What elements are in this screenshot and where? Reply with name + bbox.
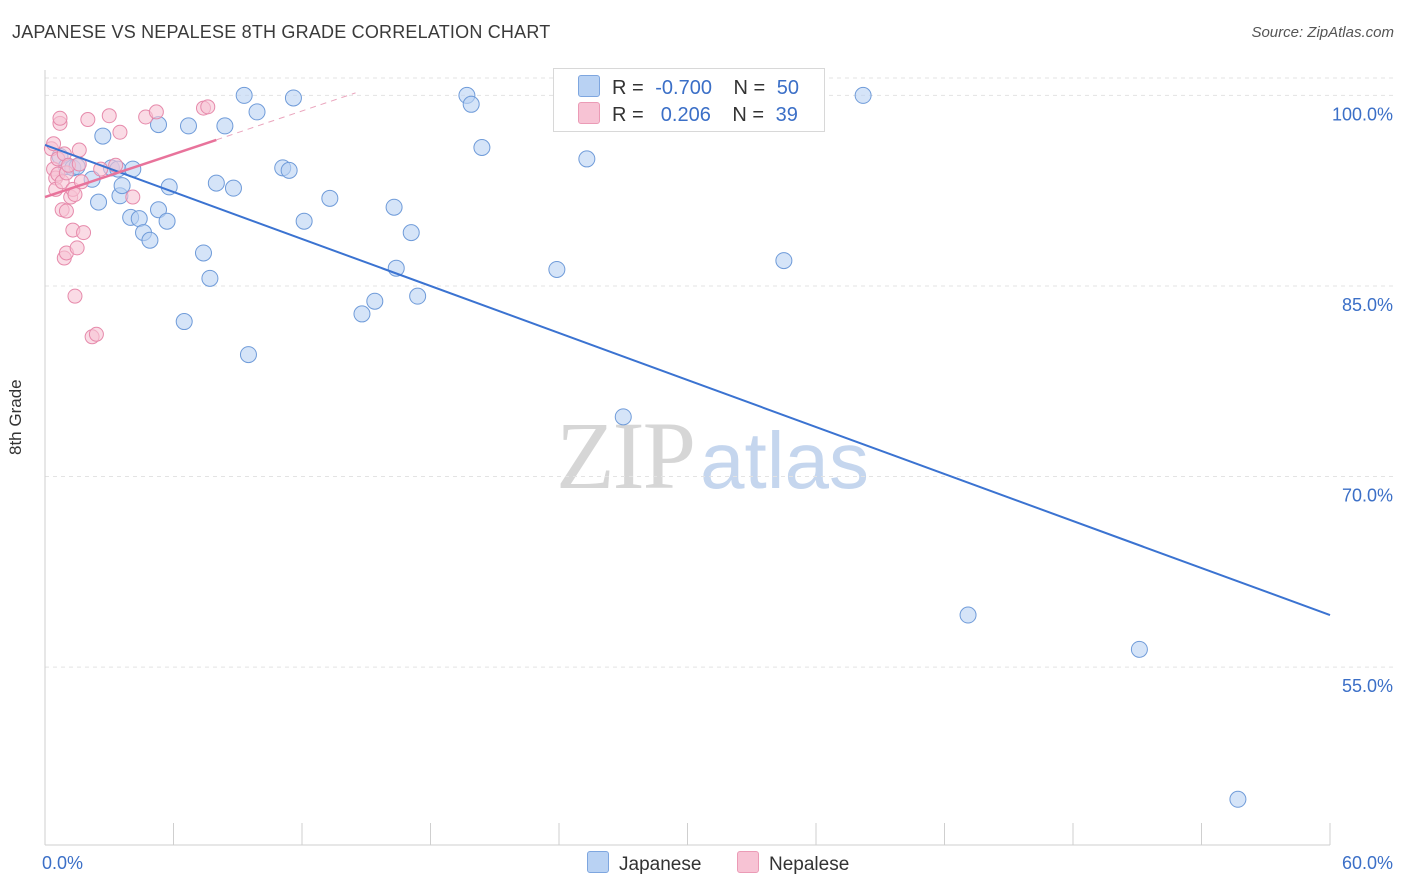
japanese-point bbox=[578, 150, 596, 168]
japanese-point bbox=[775, 252, 793, 270]
japanese-point bbox=[194, 244, 212, 262]
chart-source: Source: ZipAtlas.com bbox=[1251, 24, 1394, 41]
japanese-point bbox=[207, 174, 225, 192]
japanese-point bbox=[366, 292, 384, 310]
bottom-legend-nepalese: Nepalese bbox=[737, 851, 849, 876]
nepalese-point bbox=[58, 203, 74, 219]
legend-n-value: 50 bbox=[776, 77, 800, 99]
legend-r-value: -0.700 bbox=[655, 77, 712, 99]
japanese-point bbox=[235, 86, 253, 104]
nepalese-point bbox=[69, 240, 85, 256]
japanese-point bbox=[385, 198, 403, 216]
legend-swatch-nepalese bbox=[578, 102, 600, 124]
bottom-legend-swatch-nepalese bbox=[737, 851, 759, 873]
japanese-point bbox=[473, 139, 491, 156]
y-tick-label: 70.0% bbox=[1342, 486, 1393, 506]
nepalese-trend-extension bbox=[216, 92, 356, 141]
legend-n-label: N = bbox=[733, 77, 766, 99]
japanese-point bbox=[141, 231, 159, 249]
legend-r-value: 0.206 bbox=[655, 104, 711, 126]
japanese-point bbox=[1229, 790, 1247, 808]
nepalese-point bbox=[88, 326, 104, 342]
japanese-point bbox=[158, 212, 176, 230]
legend-n-label: N = bbox=[732, 104, 765, 126]
japanese-trend-line bbox=[44, 144, 1331, 616]
japanese-point bbox=[224, 179, 242, 197]
japanese-point bbox=[1130, 640, 1148, 658]
watermark-atlas: atlas bbox=[700, 416, 869, 505]
legend-row-japanese: R = -0.700 N = 50 bbox=[578, 75, 799, 101]
japanese-point bbox=[614, 408, 632, 426]
japanese-point bbox=[402, 224, 420, 242]
japanese-point bbox=[353, 305, 371, 323]
correlation-legend: R = -0.700 N = 50 R = 0.206 N = 39 bbox=[553, 68, 825, 132]
japanese-point bbox=[175, 313, 193, 331]
bottom-legend-swatch-japanese bbox=[587, 851, 609, 873]
japanese-point bbox=[179, 117, 197, 135]
japanese-point bbox=[959, 606, 977, 624]
japanese-point bbox=[409, 287, 427, 305]
nepalese-point bbox=[80, 112, 96, 128]
japanese-point bbox=[284, 89, 302, 107]
japanese-point bbox=[239, 346, 257, 364]
japanese-point bbox=[113, 177, 131, 195]
nepalese-trend-line bbox=[44, 138, 217, 199]
y-tick-label: 55.0% bbox=[1342, 676, 1393, 696]
japanese-point bbox=[462, 95, 480, 113]
nepalese-point bbox=[67, 288, 83, 304]
japanese-point bbox=[94, 127, 112, 145]
japanese-point bbox=[295, 212, 313, 230]
nepalese-point bbox=[52, 110, 68, 126]
nepalese-point bbox=[101, 108, 117, 124]
japanese-point bbox=[280, 161, 298, 179]
nepalese-point bbox=[200, 99, 216, 115]
japanese-point bbox=[321, 189, 339, 207]
legend-r-label: R = bbox=[612, 77, 644, 99]
japanese-point bbox=[150, 201, 168, 219]
japanese-point bbox=[248, 103, 266, 121]
y-axis-label: 8th Grade bbox=[6, 379, 25, 455]
nepalese-point bbox=[148, 104, 164, 120]
chart-title: JAPANESE VS NEPALESE 8TH GRADE CORRELATI… bbox=[12, 22, 551, 42]
japanese-point bbox=[90, 193, 108, 211]
x-tick-label-max: 60.0% bbox=[1342, 853, 1393, 873]
nepalese-point bbox=[125, 189, 141, 205]
bottom-legend-japanese: Japanese bbox=[587, 851, 701, 876]
y-tick-label: 100.0% bbox=[1332, 104, 1393, 124]
bottom-legend-label-nepalese: Nepalese bbox=[769, 854, 850, 875]
x-tick-label-min: 0.0% bbox=[42, 853, 83, 873]
japanese-point bbox=[216, 117, 234, 135]
legend-n-value: 39 bbox=[775, 104, 798, 126]
bottom-legend-label-japanese: Japanese bbox=[619, 854, 702, 875]
legend-row-nepalese: R = 0.206 N = 39 bbox=[578, 102, 798, 128]
nepalese-point bbox=[76, 225, 92, 241]
legend-r-label: R = bbox=[612, 104, 644, 126]
nepalese-point bbox=[112, 124, 128, 140]
legend-swatch-japanese bbox=[578, 75, 600, 97]
y-tick-label: 85.0% bbox=[1342, 295, 1393, 315]
japanese-point bbox=[201, 269, 219, 287]
japanese-point bbox=[548, 260, 566, 278]
japanese-point bbox=[854, 86, 872, 104]
